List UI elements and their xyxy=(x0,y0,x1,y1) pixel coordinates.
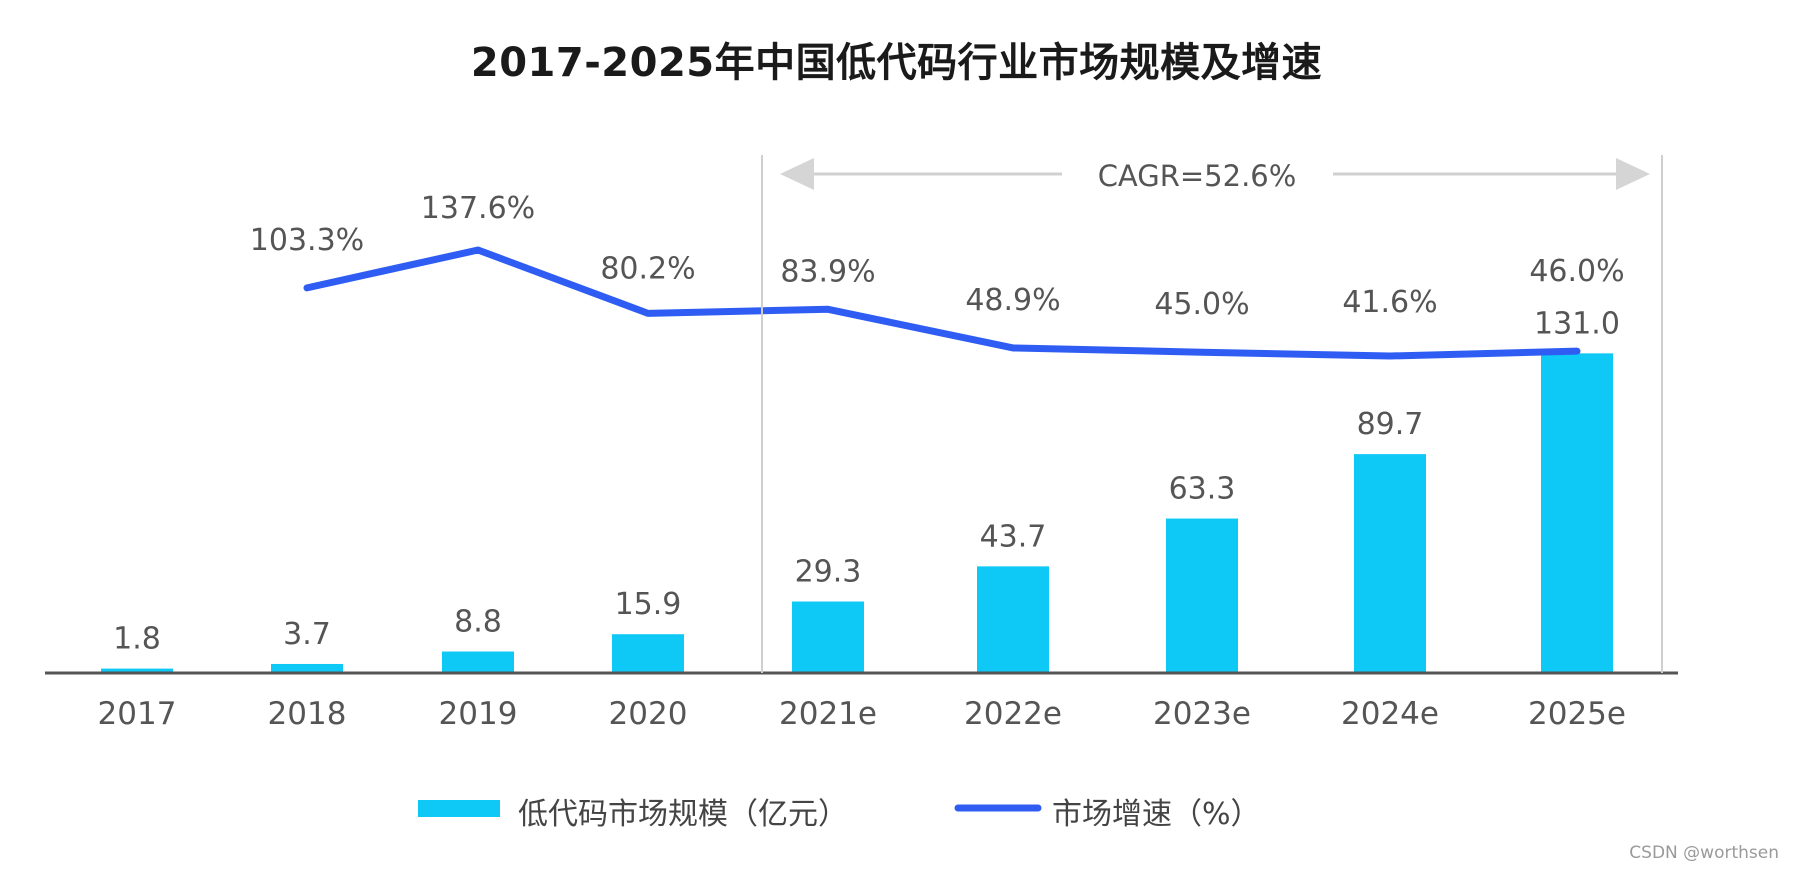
x-tick-2018: 2018 xyxy=(268,696,347,732)
x-tick-2023e: 2023e xyxy=(1153,696,1251,732)
x-tick-2017: 2017 xyxy=(98,696,177,732)
bar-value-label-2025e: 131.0 xyxy=(1534,306,1620,341)
bar-value-label-2021e: 29.3 xyxy=(795,555,862,590)
chart-title: 2017-2025年中国低代码行业市场规模及增速 xyxy=(470,40,1323,86)
bar-value-label-2023e: 63.3 xyxy=(1169,472,1236,507)
growth-line-group xyxy=(303,246,1581,360)
x-tick-2022e: 2022e xyxy=(964,696,1062,732)
growth-point-2024e xyxy=(1389,355,1391,357)
x-tick-2020: 2020 xyxy=(609,696,688,732)
bars-group xyxy=(101,353,1613,673)
bar-2018 xyxy=(271,663,343,673)
cagr-arrow-head-left xyxy=(780,158,814,190)
growth-point-2020 xyxy=(647,312,649,315)
growth-line-series xyxy=(303,246,1581,360)
growth-point-2019 xyxy=(477,249,479,251)
bar-value-label-2024e: 89.7 xyxy=(1357,407,1424,442)
bar-value-label-2022e: 43.7 xyxy=(980,519,1047,554)
growth-label-2024e: 41.6% xyxy=(1342,285,1437,320)
bar-labels-group: 1.8 3.7 8.8 15.9 29.3 43.7 63.3 89.7 131.0 xyxy=(113,306,1620,656)
growth-label-2025e: 46.0% xyxy=(1529,254,1624,289)
legend-swatch-market-size xyxy=(418,800,500,817)
x-tick-2024e: 2024e xyxy=(1341,696,1439,732)
growth-point-2023e xyxy=(1201,351,1203,354)
cagr-annotation: CAGR=52.6% xyxy=(761,155,1663,673)
bar-value-label-2020: 15.9 xyxy=(615,587,682,622)
growth-point-2022e xyxy=(1012,346,1014,349)
growth-labels-group: 103.3% 137.6% 80.2% 83.9% 48.9% 45.0% 41.6% 46.… xyxy=(250,191,1625,322)
growth-label-2019: 137.6% xyxy=(421,191,535,226)
bar-2023e xyxy=(1166,518,1238,673)
cagr-label: CAGR=52.6% xyxy=(1098,159,1297,193)
legend-label-growth: 市场增速（%） xyxy=(1052,797,1261,832)
growth-label-2023e: 45.0% xyxy=(1154,287,1249,322)
growth-label-2022e: 48.9% xyxy=(965,283,1060,318)
growth-point-2018 xyxy=(306,286,308,289)
x-tick-2025e: 2025e xyxy=(1528,696,1626,732)
bar-value-label-2017: 1.8 xyxy=(113,622,161,657)
cagr-arrow-head-right xyxy=(1616,158,1650,190)
x-tick-2019: 2019 xyxy=(439,696,518,732)
growth-point-2025e xyxy=(1576,350,1578,353)
bar-2017 xyxy=(101,668,173,673)
bar-2020 xyxy=(612,634,684,673)
growth-label-2020: 80.2% xyxy=(600,251,695,286)
growth-label-2018: 103.3% xyxy=(250,223,364,258)
watermark: CSDN @worthsen xyxy=(1629,843,1779,863)
x-axis: 2017 2018 2019 2020 2021e 2022e 2023e 2024e 2025… xyxy=(45,671,1678,732)
bar-2022e xyxy=(977,566,1049,673)
bar-2025e xyxy=(1541,353,1613,673)
bar-value-label-2018: 3.7 xyxy=(283,617,331,652)
bar-2019 xyxy=(442,651,514,673)
bar-2021e xyxy=(792,601,864,673)
growth-label-2021e: 83.9% xyxy=(780,254,875,289)
growth-point-2021e xyxy=(827,308,829,311)
bar-2024e xyxy=(1354,454,1426,673)
legend: 低代码市场规模（亿元） 市场增速（%） xyxy=(418,797,1261,832)
legend-label-market-size: 低代码市场规模（亿元） xyxy=(518,797,848,832)
bar-value-label-2019: 8.8 xyxy=(454,605,502,640)
x-tick-2021e: 2021e xyxy=(779,696,877,732)
